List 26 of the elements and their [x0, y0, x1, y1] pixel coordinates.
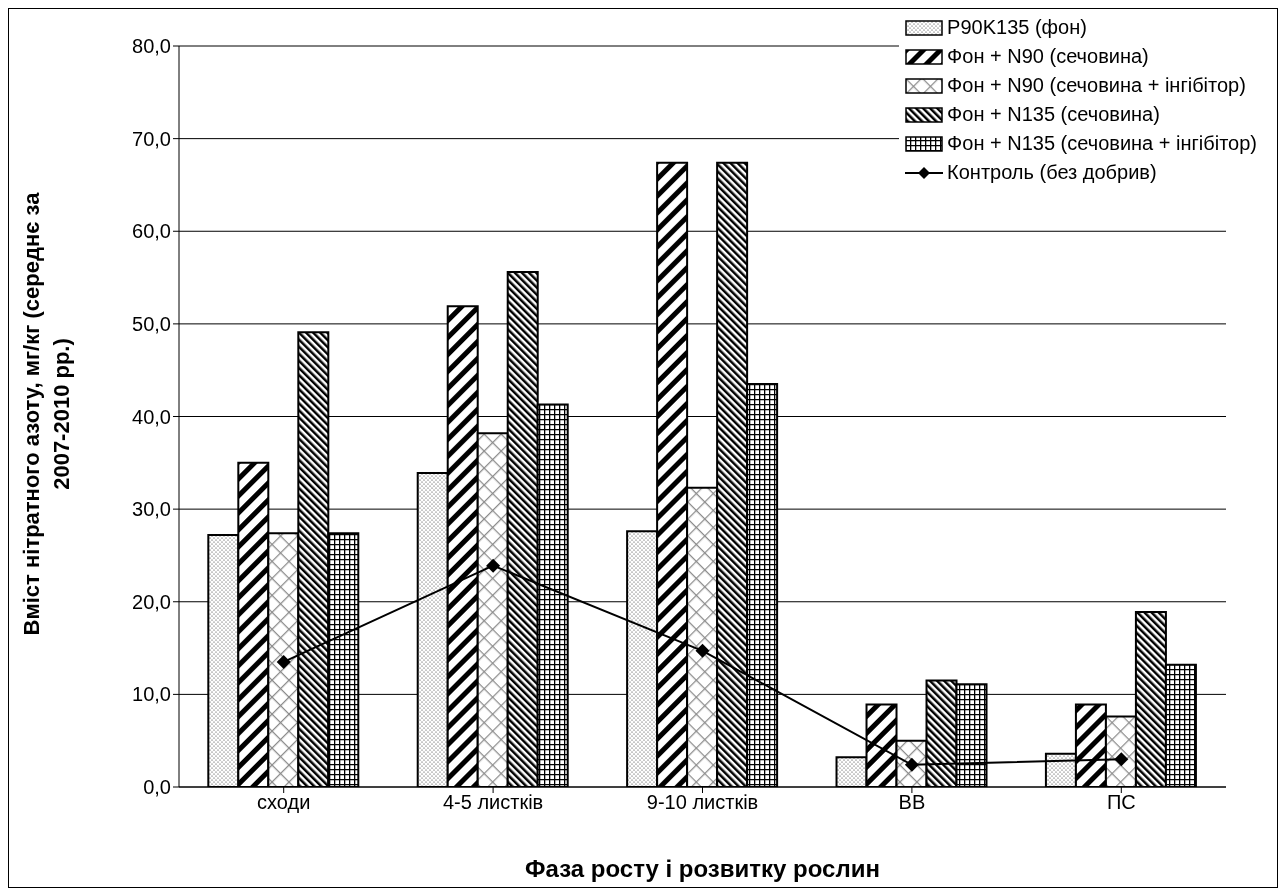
- legend-label: Контроль (без добрив): [947, 160, 1157, 185]
- point: [486, 558, 501, 573]
- legend-label: Фон + N135 (сечовина + інгібітор): [947, 131, 1257, 156]
- y-tick-label: 20,0: [132, 590, 171, 613]
- y-axis-title: Вміст нітратного азоту, мг/кг (середнє за 2007-2010 рр.): [18, 191, 75, 638]
- point: [695, 643, 710, 658]
- x-tick-label: 9-10 листків: [646, 791, 759, 814]
- y-tick-label: 60,0: [132, 220, 171, 243]
- x-tick-label: ПС: [1106, 791, 1136, 814]
- legend-label: P90K135 (фон): [947, 15, 1087, 40]
- legend-label: Фон + N90 (сечовина): [947, 44, 1149, 69]
- x-axis-title: Фаза росту і розвитку рослин: [525, 855, 880, 882]
- y-tick-label: 10,0: [132, 683, 171, 706]
- legend-label: Фон + N90 (сечовина + інгібітор): [947, 73, 1246, 98]
- x-tick-label: ВВ: [898, 791, 926, 814]
- y-tick-label: 50,0: [132, 312, 171, 335]
- y-tick-label: 30,0: [132, 498, 171, 521]
- point: [1114, 752, 1129, 767]
- y-tick-label: 0,0: [143, 776, 171, 799]
- y-tick-label: 80,0: [132, 35, 171, 58]
- y-tick-label: 40,0: [132, 405, 171, 428]
- x-tick-label: сходи: [257, 791, 311, 814]
- legend-label: Фон + N135 (сечовина): [947, 102, 1160, 127]
- x-tick-label: 4-5 листків: [442, 791, 544, 814]
- point: [276, 654, 291, 669]
- y-tick-label: 70,0: [132, 127, 171, 150]
